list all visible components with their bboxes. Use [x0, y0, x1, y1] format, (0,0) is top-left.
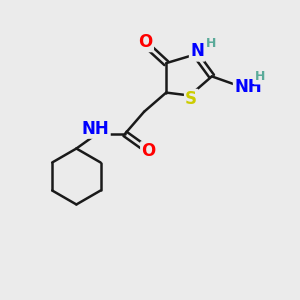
Text: NH: NH — [82, 119, 110, 137]
Text: NH: NH — [234, 78, 262, 96]
Text: H: H — [255, 70, 265, 83]
Text: N: N — [190, 42, 204, 60]
Text: H: H — [206, 37, 216, 50]
Text: O: O — [139, 33, 153, 51]
Text: O: O — [141, 142, 156, 160]
Text: S: S — [185, 90, 197, 108]
